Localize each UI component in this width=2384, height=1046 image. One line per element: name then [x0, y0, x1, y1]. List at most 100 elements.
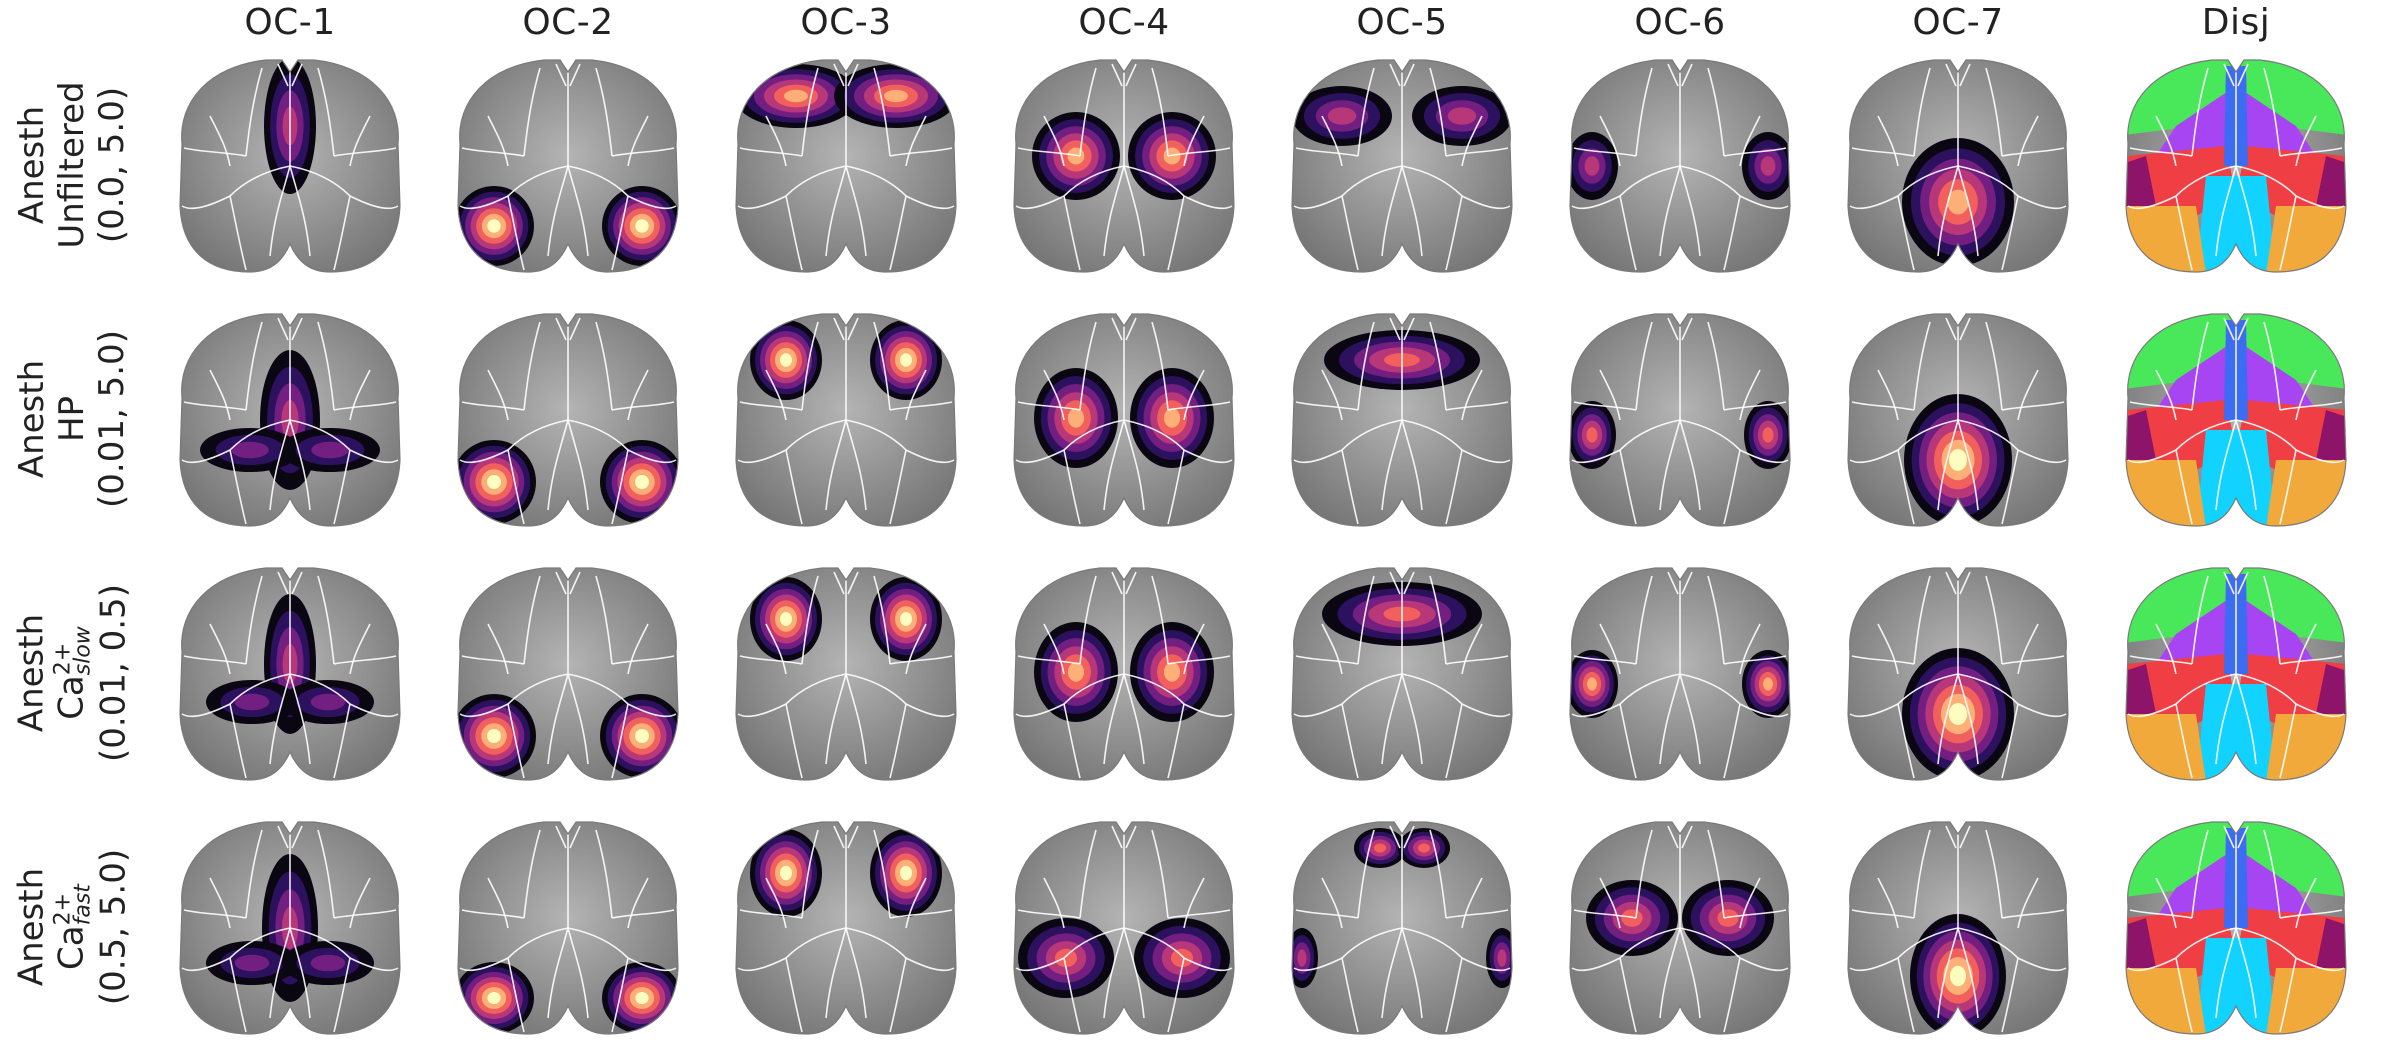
area-boundary: [2279, 401, 2343, 411]
brain-map-r1-c1: [170, 56, 410, 274]
area-boundary: [825, 927, 847, 1019]
area-boundary: [1659, 673, 1681, 765]
region-cyan: [2196, 684, 2276, 780]
brain-outline: [2125, 567, 2347, 781]
column-title-6: OC-6: [1634, 2, 1726, 43]
area-boundary: [1739, 115, 1761, 167]
area-boundary: [1667, 63, 1679, 87]
brain-map-r4-c3: [726, 818, 966, 1036]
area-boundary: [2235, 419, 2297, 451]
area-boundary: [627, 195, 677, 210]
brain-outline: [1291, 59, 1513, 273]
overlay-group: [181, 317, 399, 525]
area-boundary: [1723, 655, 1787, 665]
area-boundary: [737, 957, 787, 972]
area-boundary: [1723, 147, 1787, 157]
area-boundary: [523, 575, 541, 665]
area-boundary: [889, 195, 907, 271]
area-boundary: [1957, 673, 1979, 765]
brain-map-svg: [457, 567, 679, 781]
activation-level-2: [231, 441, 269, 459]
area-boundary: [1043, 115, 1065, 167]
area-boundary: [1321, 115, 1343, 167]
area-boundary: [1619, 195, 1637, 271]
area-boundary: [507, 703, 525, 779]
area-boundary: [2001, 655, 2065, 665]
activation-level-5: [1763, 677, 1773, 691]
activation-level-5: [1587, 677, 1597, 691]
brain-outline: [179, 567, 401, 781]
area-boundary: [1151, 575, 1169, 665]
area-boundary: [1401, 165, 1423, 257]
area-boundary: [2017, 957, 2067, 972]
area-boundary: [1461, 623, 1483, 675]
area-boundary: [2191, 321, 2209, 411]
area-boundary: [1103, 673, 1125, 765]
area-boundary: [845, 419, 867, 511]
activation-level-6: [487, 992, 501, 1004]
area-boundary: [277, 571, 289, 595]
area-boundary: [1357, 575, 1375, 665]
area-boundary: [1389, 571, 1401, 595]
area-boundary: [459, 957, 509, 972]
area-boundary: [1167, 195, 1185, 271]
row-label-line2: Ca 2+ slow: [50, 584, 95, 762]
area-boundary: [905, 703, 955, 718]
area-boundary: [1123, 165, 1145, 257]
area-boundary: [1429, 575, 1447, 665]
area-boundary: [459, 703, 509, 718]
area-boundary: [785, 165, 847, 197]
area-boundary: [1571, 703, 1621, 718]
area-boundary: [627, 703, 677, 718]
area-boundary: [1015, 703, 1065, 718]
area-boundary: [595, 829, 613, 919]
area-boundary: [567, 673, 589, 765]
area-boundary: [2017, 449, 2067, 464]
area-boundary: [349, 957, 399, 972]
area-boundary: [1945, 571, 1957, 595]
area-boundary: [269, 419, 291, 511]
area-boundary: [2001, 401, 2065, 411]
activation-level-4: [1374, 843, 1386, 853]
region-maroon: [2126, 664, 2156, 724]
area-boundary: [2127, 703, 2177, 718]
brain-map-svg: [1847, 567, 2069, 781]
activation-level-6: [635, 475, 649, 489]
activation-level-3: [1327, 107, 1357, 125]
area-boundary: [1599, 623, 1621, 675]
area-boundary: [1389, 317, 1401, 341]
area-boundary: [1679, 927, 1701, 1019]
area-boundary: [1401, 165, 1463, 197]
brain-outline: [1013, 59, 1235, 273]
brain-map-r2-c5: [1282, 310, 1522, 528]
area-boundary: [461, 655, 525, 665]
area-boundary: [1183, 449, 1233, 464]
activation-level-4: [1054, 948, 1078, 968]
activation-level-2: [234, 954, 270, 972]
brain-outline: [179, 313, 401, 527]
brain-map-r1-c5: [1282, 56, 1522, 274]
area-boundary: [825, 673, 847, 765]
area-boundary: [349, 115, 371, 167]
area-boundary: [595, 575, 613, 665]
area-boundary: [461, 401, 525, 411]
area-boundary: [611, 449, 629, 525]
area-boundary: [1111, 317, 1123, 341]
area-boundary: [1079, 321, 1097, 411]
area-boundary: [317, 321, 335, 411]
area-boundary: [739, 401, 803, 411]
overlay-group: [1015, 825, 1233, 1033]
area-boundary: [333, 957, 351, 1033]
row-label-subscript: slow: [69, 626, 95, 676]
area-boundary: [2129, 909, 2193, 919]
area-boundary: [847, 825, 859, 849]
area-boundary: [2127, 449, 2177, 464]
area-boundary: [567, 673, 629, 705]
area-boundary: [2237, 317, 2249, 341]
area-boundary: [2295, 449, 2345, 464]
area-boundary: [2175, 449, 2193, 525]
area-boundary: [2279, 703, 2297, 779]
area-boundary: [1167, 655, 1231, 665]
area-boundary: [2279, 147, 2343, 157]
